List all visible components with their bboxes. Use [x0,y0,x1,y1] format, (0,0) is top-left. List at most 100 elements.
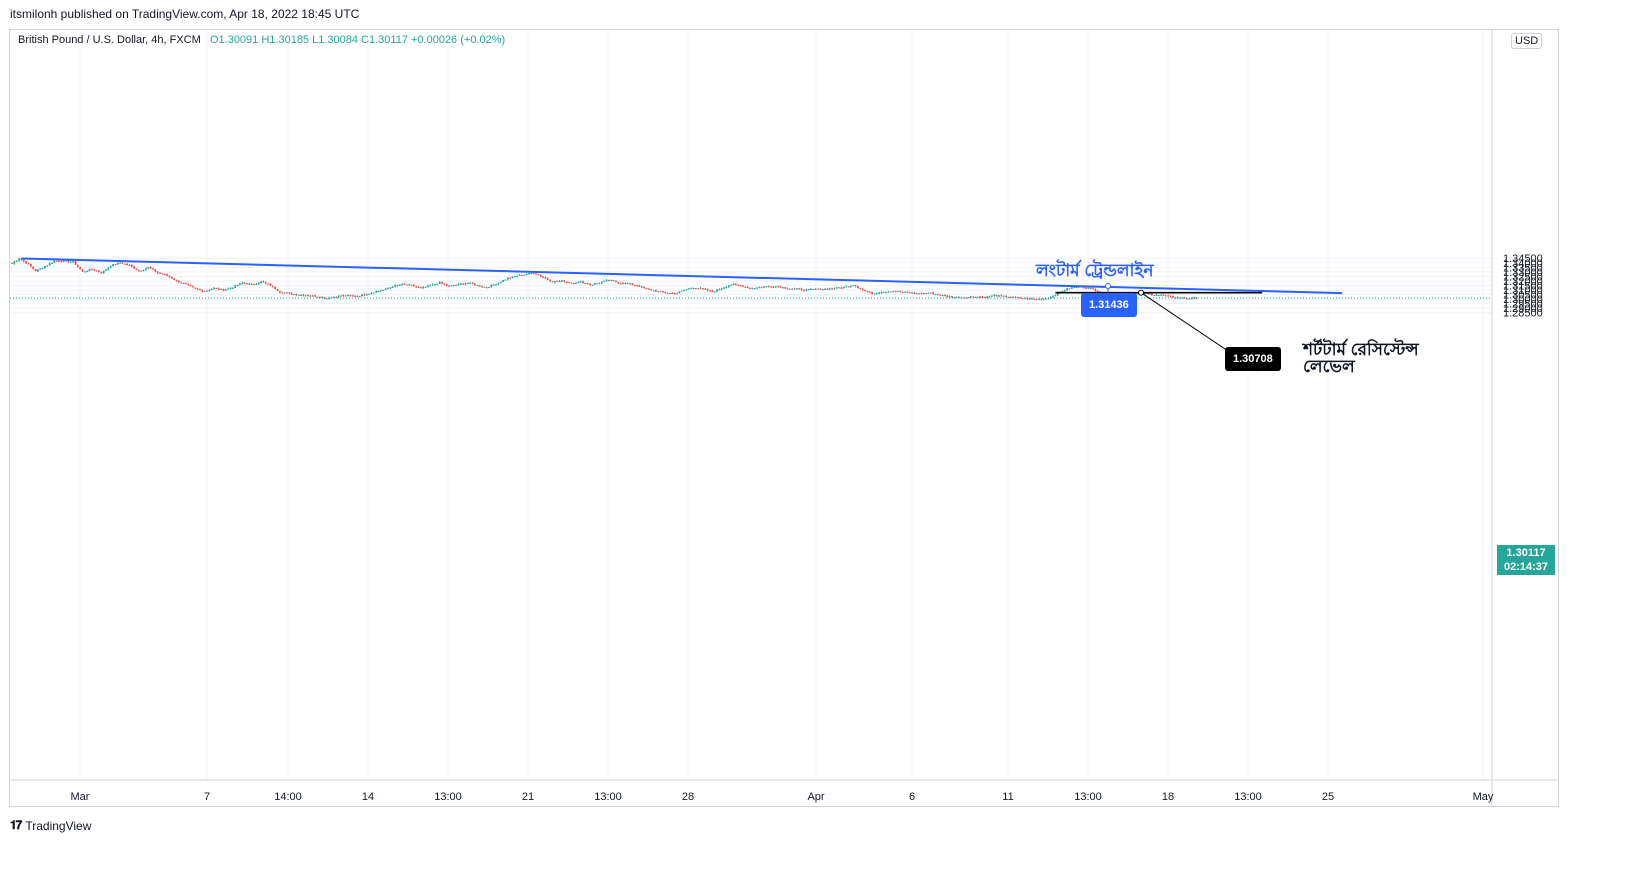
candle-body [821,289,824,291]
candle-body [46,265,49,267]
candle-body [636,285,638,287]
candle-body [1157,295,1160,297]
candle-body [920,293,923,295]
footer-brand[interactable]: 𝟏𝟕 TradingView [10,818,91,833]
currency-button[interactable]: USD [1511,33,1543,49]
candle-body [83,271,86,273]
time-tick-label: 11 [1002,791,1013,803]
candle-body [93,269,96,271]
candle-body [492,284,495,286]
candle-body [74,261,77,265]
trendline-touch-callout[interactable]: 1.31436 [1081,293,1137,317]
candle-body [1094,289,1097,291]
candle-body [734,284,737,286]
candle-body [565,281,568,283]
candle-body [753,288,756,290]
candle-body [121,262,124,264]
time-tick-label: May [1473,791,1494,803]
candle-body [297,294,300,296]
candle-body [1042,298,1045,300]
candle-body [1031,298,1033,300]
candle-body [370,292,373,294]
symbol-legend[interactable]: British Pound / U.S. Dollar, 4h, FXCM O1… [18,34,505,46]
candle-body [420,287,422,289]
candle-body [283,292,286,294]
candle-body [699,288,702,290]
candle-body [213,287,215,290]
candle-body [751,288,754,290]
candle-body [1150,293,1153,296]
candle-body [354,295,356,297]
candle-body [474,283,476,286]
candle-body [979,296,982,298]
candle-body [168,275,171,277]
candle-body [1085,287,1087,289]
candle-body [154,269,157,272]
candle-body [185,283,187,285]
candle-body [126,263,129,265]
candle-body [807,289,810,291]
candle-body [871,292,873,295]
brand-name: TradingView [25,818,92,833]
resistance-callout[interactable]: 1.30708 [1225,347,1281,371]
candle-body [899,291,902,293]
candle-body [948,296,951,298]
candle-body [995,295,998,297]
candle-body [720,288,723,290]
candle-body [1045,298,1047,300]
candle-body [981,296,984,298]
candle-body [904,291,906,293]
resistance-anchor-point [1138,289,1144,296]
trendline-note[interactable]: লংটার্ম ট্রেন্ডলাইন [1036,261,1154,280]
candle-body [1174,297,1177,299]
candle-body [918,293,920,295]
candle-body [201,289,204,292]
candle-body [760,287,763,289]
candle-body [236,285,239,287]
candle-body [1035,298,1038,300]
candle-body [800,288,803,291]
candle-body [788,288,791,290]
candle-body [170,276,173,279]
candle-body [746,286,749,289]
candle-body [149,267,152,269]
price-tick-label: 1.28500 [1503,308,1543,320]
candle-body [405,284,408,286]
candle-body [603,280,606,282]
candle-body [133,266,136,269]
candle-body [772,286,775,288]
candle-body [206,290,208,292]
candle-body [615,280,617,283]
candle-body [922,293,925,295]
candle-body [177,280,180,283]
candle-body [647,288,650,290]
candle-body [342,295,345,297]
candle-body [969,296,972,298]
candle-body [147,267,150,269]
candle-body [192,286,194,288]
candle-body [255,283,258,285]
candle-body [506,278,509,280]
candle-body [459,283,462,285]
candle-body [572,282,575,284]
candle-body [234,285,237,288]
last-price-value: 1.30117 [1506,547,1546,559]
candle-body [934,294,937,296]
candle-body [253,284,255,286]
candle-body [344,295,347,297]
candle-body [217,288,220,290]
candle-body [756,287,758,289]
candle-body [655,290,657,292]
resistance-note[interactable]: শর্টটার্ম রেসিস্টেন্স লেভেল [1303,340,1419,376]
candle-body [1183,297,1186,299]
candle-body [770,286,772,288]
candle-body [1068,288,1071,290]
candle-body [1087,287,1090,289]
candle-body [356,296,359,298]
candle-body [462,283,465,285]
candle-body [575,282,577,284]
candle-body [777,286,779,288]
candle-body [591,284,594,286]
candle-body [257,283,260,285]
